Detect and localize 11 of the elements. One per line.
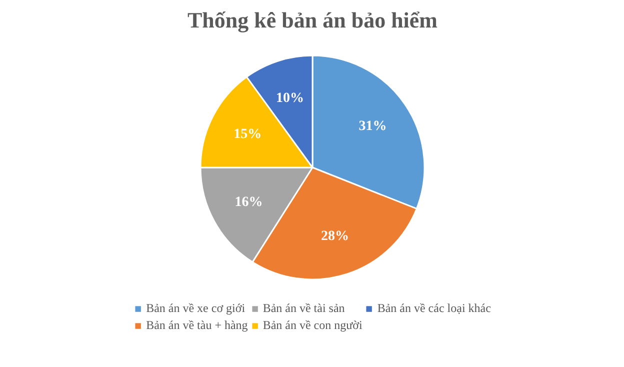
data-label: 10% (276, 90, 304, 106)
data-label: 31% (358, 119, 387, 134)
data-label: 15% (234, 126, 262, 142)
data-label: 28% (320, 229, 349, 244)
data-label: 16% (234, 195, 263, 210)
chart-title: Thống kê bản án bảo hiểm (187, 8, 438, 32)
legend-label: Bản án về con người (262, 318, 362, 333)
legend-label: Bản án về xe cơ giới (146, 301, 246, 316)
legend-label: Bản án về tài sản (262, 301, 345, 316)
legend-label: Bản án về tàu + hàng (146, 318, 248, 333)
legend-label: Bản án về các loại khác (377, 301, 491, 316)
